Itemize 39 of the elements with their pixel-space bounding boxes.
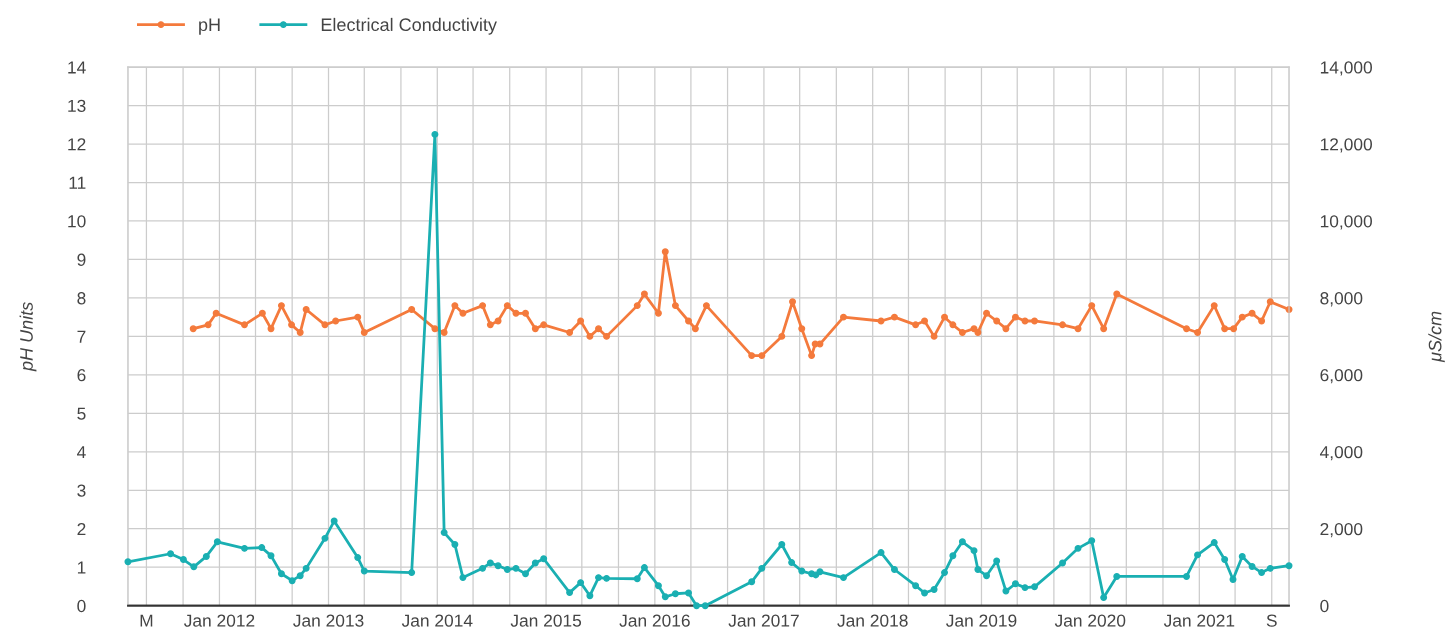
x-tick-label: Jan 2021 [1163,614,1235,627]
y2-tick-label: 12,000 [1320,138,1373,153]
x-tick-label: Jan 2017 [728,614,799,627]
legend-label: pH [199,18,220,35]
y-tick-label: 0 [77,599,86,613]
y-axis-title: pH Units [19,302,37,372]
x-tick-label: Jan 2015 [510,614,582,627]
x-tick-label: Jan 2020 [1054,614,1126,627]
y-tick-label: 3 [77,484,86,497]
y2-tick-label: 10,000 [1320,215,1373,230]
y-tick-label: 8 [77,292,86,305]
y-tick-label: 13 [68,99,86,113]
y2-tick-label: 4,000 [1319,445,1363,461]
y2-tick-label: 2,000 [1320,522,1363,538]
y2-axis-title: μS/cm [1428,311,1445,363]
legend-label: Electrical Conductivity [321,17,497,35]
x-tick-label: M [140,614,153,627]
x-tick-label: Jan 2013 [293,614,364,627]
y-tick-label: 11 [69,176,86,189]
y-tick-label: 6 [77,369,86,382]
x-tick-label: Jan 2012 [183,614,255,627]
x-tick-label: Jan 2019 [946,614,1017,627]
y-tick-label: 14 [68,61,86,74]
y2-tick-label: 8,000 [1320,292,1363,307]
y-tick-label: 9 [77,253,86,266]
y-tick-label: 4 [77,446,86,459]
y-tick-label: 2 [77,522,86,536]
y2-tick-label: 6,000 [1320,369,1363,384]
y-tick-label: 10 [68,215,86,228]
x-tick-label: Jan 2014 [401,614,473,627]
y-tick-label: 12 [68,138,86,151]
y2-tick-label: 14,000 [1320,61,1373,76]
x-tick-label: Jan 2016 [619,614,690,627]
y-tick-label: 7 [77,330,86,343]
y-tick-label: 1 [77,561,86,574]
x-tick-label: S [1266,614,1277,627]
y-tick-label: 5 [77,407,86,420]
x-tick-label: Jan 2018 [837,614,908,627]
y2-tick-label: 0 [1320,599,1329,613]
